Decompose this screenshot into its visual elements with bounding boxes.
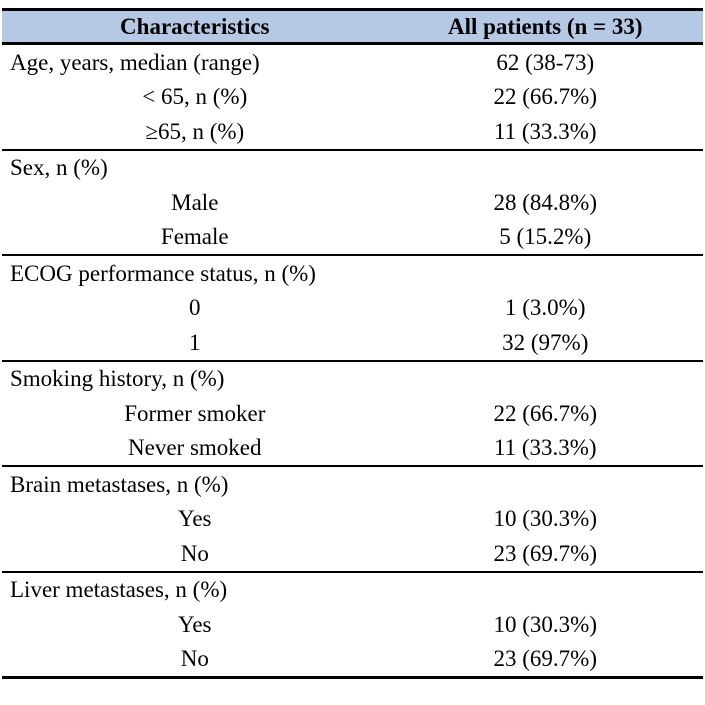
row-value: 11 (33.3%) [493, 118, 597, 144]
table-section: Age, years, median (range) 62 (38-73) < 65… [2, 45, 703, 151]
table-section: ECOG performance status, n (%) 0 1 (3.0%) 1… [2, 256, 703, 362]
row-label: Smoking history, n (%) [10, 366, 225, 392]
table-row: < 65, n (%) 22 (66.7%) [2, 80, 703, 115]
row-value: 22 (66.7%) [493, 84, 597, 110]
table-header-row: Characteristics All patients (n = 33) [2, 11, 703, 45]
patient-characteristics-table: Characteristics All patients (n = 33) Ag… [2, 8, 703, 679]
table-row: No 23 (69.7%) [2, 642, 703, 677]
column-header-all-patients: All patients (n = 33) [447, 13, 643, 39]
row-value: 1 (3.0%) [505, 295, 586, 321]
table-row: Former smoker 22 (66.7%) [2, 396, 703, 431]
group-row: Smoking history, n (%) [2, 362, 703, 397]
row-label: ECOG performance status, n (%) [10, 260, 316, 286]
table-section: Brain metastases, n (%) Yes 10 (30.3%) No 23… [2, 467, 703, 573]
row-label: 0 [189, 295, 201, 321]
row-label: No [180, 540, 209, 566]
row-value: 10 (30.3%) [493, 611, 597, 637]
table-row: Male 28 (84.8%) [2, 185, 703, 220]
row-label: Yes [178, 611, 212, 637]
row-label: Brain metastases, n (%) [10, 471, 229, 497]
table-section: Liver metastases, n (%) Yes 10 (30.3%) No 23… [2, 573, 703, 677]
group-row: ECOG performance status, n (%) [2, 256, 703, 291]
table-row: No 23 (69.7%) [2, 536, 703, 571]
row-label: Age, years, median (range) [10, 49, 260, 75]
table-row: ≥65, n (%) 11 (33.3%) [2, 114, 703, 149]
table-row: Yes 10 (30.3%) [2, 607, 703, 642]
row-value: 22 (66.7%) [493, 400, 597, 426]
row-value: 23 (69.7%) [493, 540, 597, 566]
row-label: No [180, 646, 209, 672]
table-row: Never smoked 11 (33.3%) [2, 431, 703, 466]
row-label: ≥65, n (%) [145, 118, 245, 144]
row-label: Male [171, 189, 219, 215]
table-section: Smoking history, n (%) Former smoker 22 (6… [2, 362, 703, 467]
group-row: Brain metastases, n (%) [2, 467, 703, 502]
table-row: 0 1 (3.0%) [2, 291, 703, 326]
row-value: 28 (84.8%) [493, 189, 597, 215]
row-label: < 65, n (%) [142, 84, 248, 110]
group-row: Liver metastases, n (%) [2, 573, 703, 608]
row-value: 10 (30.3%) [493, 506, 597, 532]
row-value: 62 (38-73) [496, 49, 595, 75]
row-label: Female [160, 224, 229, 250]
row-label: 1 [189, 329, 201, 355]
row-label: Yes [178, 506, 212, 532]
table-row: 1 32 (97%) [2, 325, 703, 360]
table-row: Female 5 (15.2%) [2, 220, 703, 255]
group-row: Sex, n (%) [2, 151, 703, 186]
table-body: Age, years, median (range) 62 (38-73) < 65… [2, 45, 703, 676]
row-value: 32 (97%) [502, 329, 589, 355]
row-value: 11 (33.3%) [493, 435, 597, 461]
row-value: 23 (69.7%) [493, 646, 597, 672]
table-row: Yes 10 (30.3%) [2, 502, 703, 537]
row-label: Sex, n (%) [10, 155, 108, 181]
row-value: 5 (15.2%) [499, 224, 592, 250]
row-label: Never smoked [128, 435, 262, 461]
table-section: Sex, n (%) Male 28 (84.8%) Female 5 (15.2%) [2, 151, 703, 256]
group-row: Age, years, median (range) 62 (38-73) [2, 45, 703, 80]
column-header-characteristics: Characteristics [120, 13, 270, 39]
row-label: Former smoker [124, 400, 266, 426]
row-label: Liver metastases, n (%) [10, 577, 228, 603]
